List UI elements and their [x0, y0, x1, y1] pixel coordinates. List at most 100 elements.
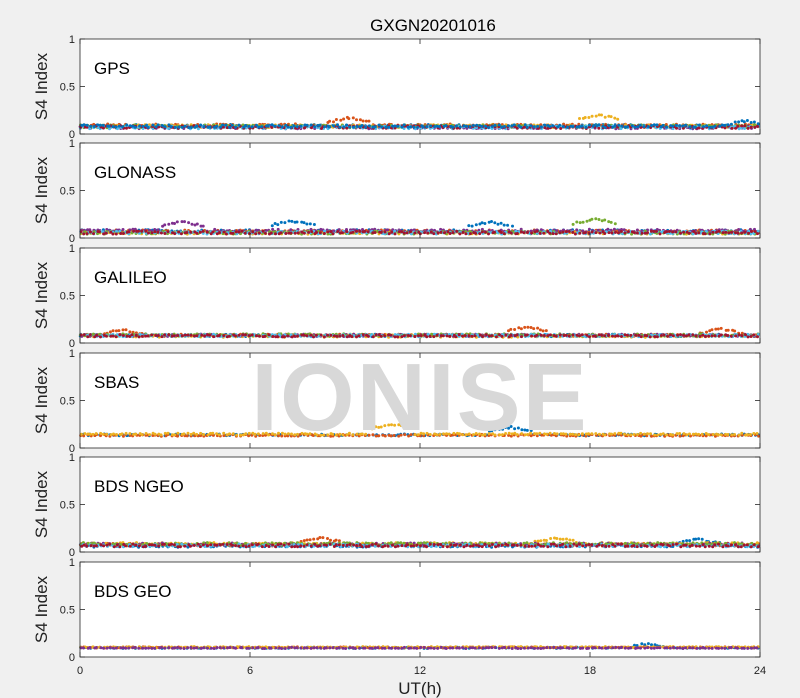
data-point [273, 124, 277, 128]
data-point [730, 126, 734, 130]
data-point [613, 116, 617, 120]
data-point [638, 123, 642, 127]
data-point [396, 335, 400, 339]
data-point [639, 335, 643, 339]
data-point [619, 230, 623, 233]
data-point [111, 232, 115, 236]
data-point [457, 333, 461, 337]
data-point [119, 232, 123, 235]
data-point [147, 231, 150, 235]
data-point [208, 333, 212, 337]
data-point [108, 330, 112, 334]
data-point [633, 231, 636, 235]
data-point [187, 221, 191, 225]
data-point [132, 229, 136, 233]
data-point [535, 333, 539, 337]
data-point [548, 333, 552, 337]
data-point [274, 232, 277, 236]
data-point [82, 123, 86, 127]
data-point [328, 119, 332, 123]
data-point [675, 126, 678, 130]
data-point [92, 232, 95, 236]
data-point [590, 217, 594, 221]
y-axis-label: S4 Index [32, 261, 51, 329]
data-point [502, 232, 506, 236]
data-point [189, 333, 193, 337]
data-point [367, 119, 371, 123]
data-point [655, 123, 659, 127]
data-point [756, 124, 760, 128]
data-point [136, 229, 140, 233]
data-point [652, 123, 656, 127]
data-point [88, 333, 92, 337]
data-point [687, 231, 691, 235]
data-point [590, 114, 594, 118]
data-point [583, 116, 587, 119]
data-point [345, 230, 349, 234]
data-point [323, 125, 327, 129]
data-point [102, 232, 106, 236]
data-point [681, 124, 685, 128]
data-point [648, 335, 652, 339]
data-point [133, 125, 137, 129]
data-point [260, 125, 264, 129]
data-point [244, 124, 248, 127]
data-point [269, 231, 273, 235]
data-point [212, 335, 215, 339]
data-point [578, 117, 581, 120]
data-point [386, 228, 390, 232]
data-point [490, 220, 493, 223]
data-point [733, 120, 737, 124]
data-point [380, 125, 384, 129]
data-point [309, 123, 313, 127]
data-point [584, 125, 588, 129]
data-point [406, 125, 410, 129]
data-point [583, 231, 587, 235]
data-point [121, 228, 125, 231]
data-point [532, 125, 536, 129]
data-point [402, 334, 406, 338]
data-point [470, 224, 474, 228]
data-point [682, 230, 686, 234]
data-point [567, 334, 571, 338]
data-point [101, 123, 105, 127]
data-point [626, 333, 629, 337]
data-point [276, 335, 280, 339]
data-point [483, 222, 487, 225]
data-point [543, 123, 547, 127]
data-point [609, 115, 613, 119]
data-point [468, 125, 472, 128]
data-point [121, 125, 125, 129]
data-point [612, 227, 616, 231]
data-point [340, 231, 344, 235]
data-point [98, 230, 101, 234]
data-point [526, 231, 529, 234]
data-point [719, 333, 723, 337]
data-point [425, 125, 429, 129]
data-point [585, 219, 589, 223]
data-point [590, 230, 594, 234]
data-point [247, 124, 251, 128]
data-point [756, 122, 760, 126]
data-point [280, 125, 284, 129]
data-point [607, 334, 610, 337]
data-point [432, 232, 436, 236]
data-point [270, 123, 274, 127]
chart-title: GXGN20201016 [370, 16, 496, 35]
data-point [697, 123, 701, 127]
data-point [273, 222, 277, 225]
data-point [393, 232, 397, 236]
data-point [674, 123, 678, 127]
data-point [480, 221, 484, 225]
data-point [548, 231, 552, 235]
data-point [517, 326, 521, 330]
data-point [603, 334, 607, 338]
data-point [409, 230, 412, 234]
data-point [746, 335, 750, 339]
data-point [111, 334, 115, 338]
data-point [292, 124, 296, 128]
data-point [205, 230, 209, 234]
data-point [580, 124, 584, 128]
data-point [532, 327, 536, 331]
data-point [756, 335, 759, 339]
